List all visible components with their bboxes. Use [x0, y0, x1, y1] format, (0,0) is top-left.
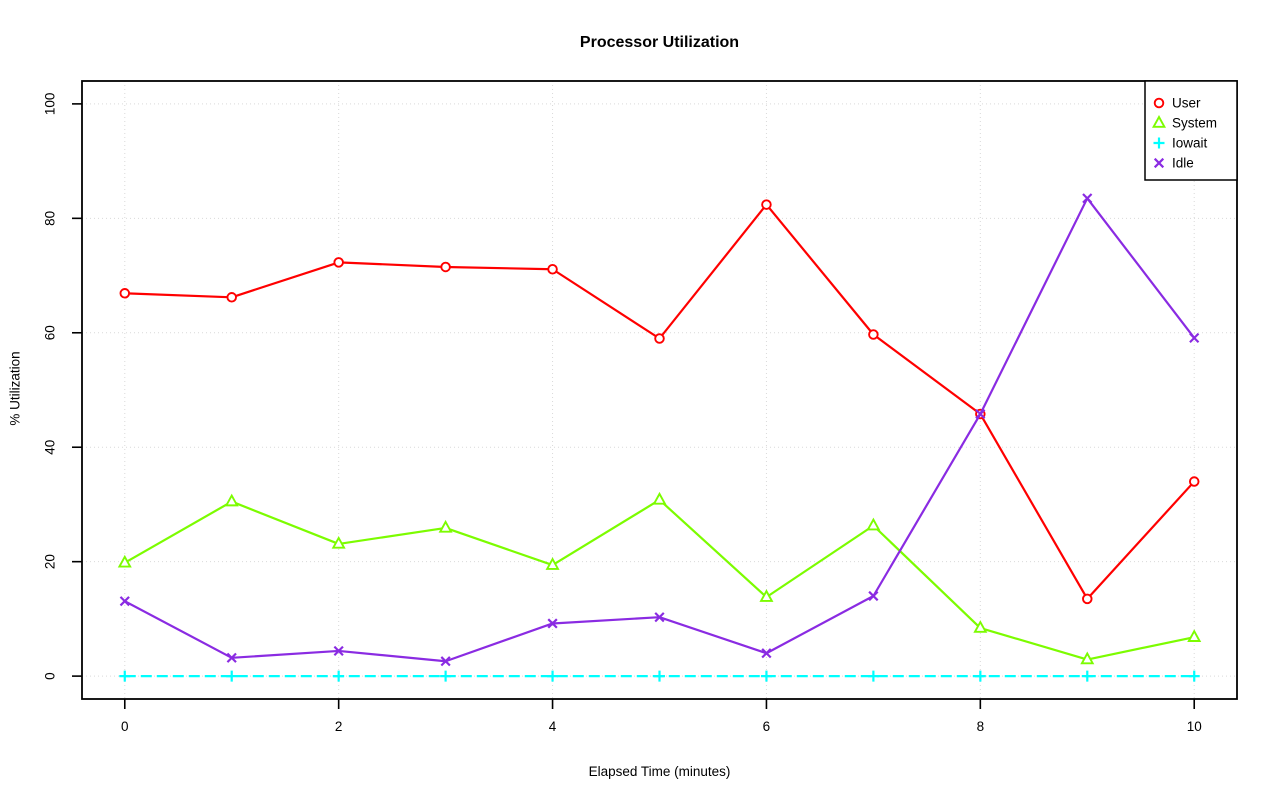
plus-marker	[1153, 137, 1165, 149]
x-marker	[868, 590, 879, 602]
triangle-marker	[1187, 629, 1202, 642]
circle-marker	[119, 288, 131, 299]
x-marker	[119, 596, 130, 607]
triangle-marker	[866, 517, 881, 531]
circle-marker	[226, 292, 237, 303]
triangle-marker	[545, 557, 560, 570]
triangle-marker	[438, 519, 453, 533]
series-system	[117, 491, 1202, 665]
triangle-marker	[759, 589, 774, 602]
legend: User System Iowait Idle	[1144, 80, 1238, 181]
triangle-marker	[652, 491, 667, 505]
plus-marker	[654, 670, 665, 682]
y-tick-label: 20	[43, 554, 58, 569]
triangle-marker	[117, 554, 132, 568]
x-tick-label: 6	[763, 719, 771, 734]
y-tick-label: 40	[43, 440, 58, 455]
y-tick-label: 80	[43, 211, 58, 226]
x-tick-label: 10	[1187, 719, 1202, 734]
series-line-system	[124, 498, 1195, 661]
plot-border	[81, 80, 1238, 700]
series-iowait	[119, 670, 1200, 682]
y-tick-label: 60	[43, 325, 58, 340]
series-line-idle	[124, 197, 1196, 663]
chart-title: Processor Utilization	[579, 34, 740, 51]
x-marker	[440, 656, 451, 667]
triangle-marker	[331, 535, 346, 549]
series-user	[119, 199, 1200, 605]
plus-marker	[867, 670, 879, 682]
series-line-user	[124, 203, 1196, 600]
legend-label: Iowait	[1172, 136, 1208, 151]
triangle-marker	[224, 493, 239, 507]
circle-marker	[1188, 476, 1200, 487]
gridlines	[82, 81, 1237, 699]
legend-item-user: User	[1153, 96, 1201, 111]
plus-marker	[1081, 670, 1093, 682]
legend-label: System	[1172, 116, 1217, 131]
legend-label: User	[1172, 96, 1201, 111]
circle-marker	[1153, 97, 1165, 109]
x-marker	[761, 648, 772, 659]
x-axis-label: Elapsed Time (minutes)	[588, 764, 731, 779]
y-tick-label: 100	[43, 93, 58, 116]
x-tick-label: 0	[121, 719, 129, 734]
x-marker	[333, 645, 344, 657]
circle-marker	[868, 329, 879, 340]
x-tick-label: 8	[977, 719, 985, 734]
circle-marker	[654, 333, 665, 344]
x-marker	[547, 618, 558, 629]
x-tick-label: 4	[549, 719, 557, 734]
plus-marker	[333, 670, 345, 682]
series-idle	[119, 193, 1200, 667]
x-marker	[226, 652, 237, 663]
x-tick-label: 2	[335, 719, 343, 734]
x-marker	[1189, 332, 1200, 344]
triangle-marker	[1151, 115, 1167, 128]
circle-marker	[761, 199, 772, 210]
legend-item-idle: Idle	[1153, 156, 1194, 171]
circle-marker	[440, 261, 451, 273]
triangle-marker	[1080, 651, 1095, 665]
circle-marker	[333, 257, 344, 268]
y-axis-label: % Utilization	[7, 351, 23, 426]
plus-marker	[119, 670, 131, 682]
y-tick-label: 0	[43, 672, 58, 680]
x-marker	[1153, 157, 1165, 169]
circle-marker	[547, 264, 558, 275]
triangle-marker	[973, 620, 988, 633]
plus-marker	[547, 670, 559, 682]
plus-marker	[1188, 670, 1200, 682]
legend-label: Idle	[1172, 156, 1194, 171]
x-marker	[1082, 193, 1093, 204]
legend-item-iowait: Iowait	[1153, 136, 1208, 151]
x-marker	[975, 408, 986, 420]
plus-marker	[974, 670, 986, 682]
circle-marker	[1082, 593, 1093, 605]
plus-marker	[760, 670, 772, 682]
plus-marker	[440, 670, 452, 682]
plus-marker	[226, 670, 238, 682]
legend-item-system: System	[1151, 115, 1217, 131]
x-marker	[654, 612, 665, 623]
